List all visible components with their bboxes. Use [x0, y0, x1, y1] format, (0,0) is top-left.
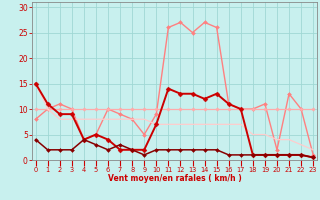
X-axis label: Vent moyen/en rafales ( km/h ): Vent moyen/en rafales ( km/h ): [108, 174, 241, 183]
